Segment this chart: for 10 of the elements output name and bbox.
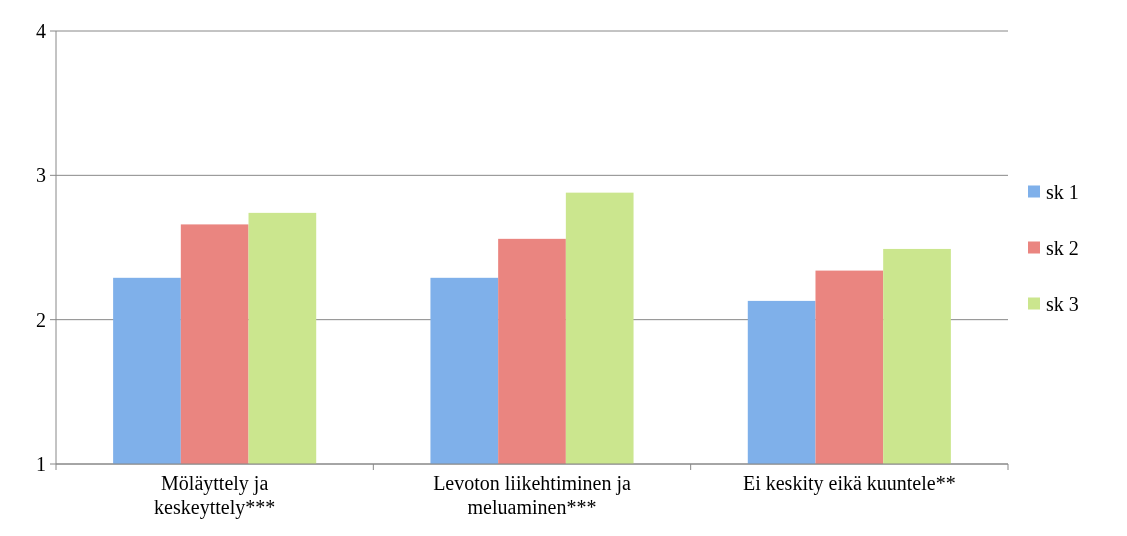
y-tick-label: 1 [36, 453, 46, 475]
legend-label: sk 2 [1046, 236, 1079, 259]
y-tick-label: 2 [36, 308, 46, 331]
x-tick-label: Levoton liikehtiminen ja meluaminen*** [433, 472, 631, 518]
legend-label: sk 3 [1046, 292, 1079, 315]
y-tick-label: 3 [36, 164, 46, 187]
x-tick-label: Ei keskity eikä kuuntele** [742, 472, 956, 495]
legend-label: sk 1 [1046, 180, 1079, 203]
y-tick-label: 4 [36, 20, 46, 42]
x-tick-label: Möläyttely ja keskeyttely*** [154, 472, 276, 519]
